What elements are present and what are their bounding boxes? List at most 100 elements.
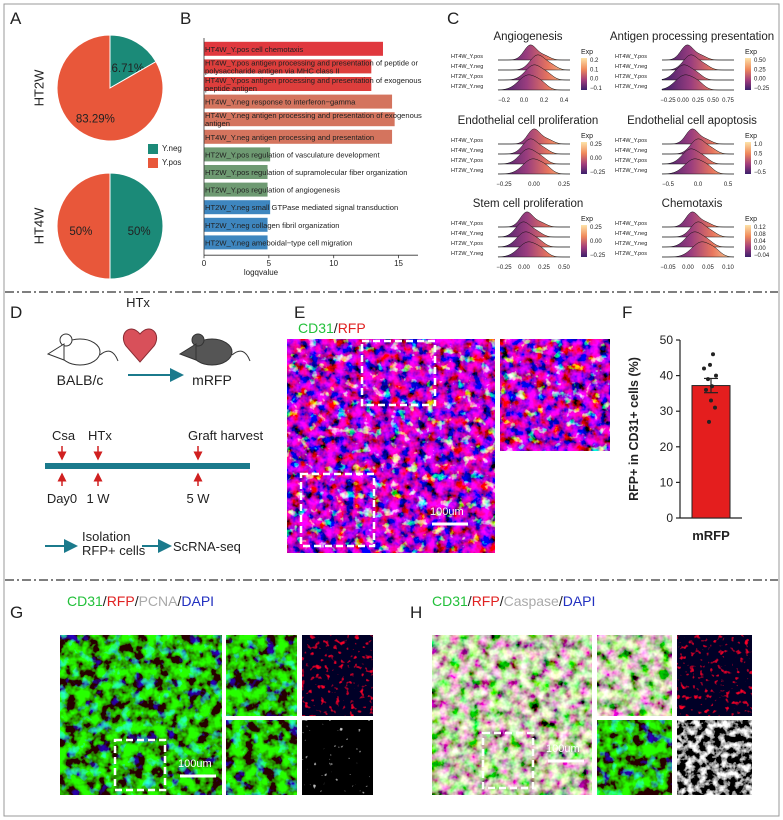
ridge (661, 231, 735, 248)
bar (204, 182, 268, 197)
diagram-text: Csa (52, 428, 76, 443)
roi-box (360, 339, 437, 407)
pie-slice (109, 172, 164, 280)
micrograph-texture (226, 635, 297, 716)
legend-tick-label: −0.25 (590, 170, 606, 176)
legend-tick-label: 0.0 (590, 77, 599, 83)
x-tick-label: −0.25 (496, 265, 512, 271)
micrograph-texture (287, 339, 495, 553)
diagram-text: 5 W (186, 491, 210, 506)
x-tick-label: 0.00 (682, 265, 694, 271)
micrograph-texture (677, 720, 752, 795)
x-tick-label: 0.0 (694, 182, 703, 188)
ridge-row-label: HT4W_Y.neg (451, 231, 483, 237)
legend-title: Exp (745, 133, 757, 140)
x-tick-label: −0.2 (498, 98, 511, 104)
color-bar (745, 58, 751, 90)
scale-label: 100um (430, 506, 464, 518)
ridge (661, 211, 734, 228)
pie-label: 50% (69, 226, 92, 238)
data-point (711, 352, 715, 357)
mouse-head (178, 343, 197, 361)
x-tick-label: 0.2 (540, 98, 549, 104)
micrograph-texture (302, 635, 373, 716)
stain-name: DAPI (563, 593, 596, 609)
panel-label: B (180, 9, 191, 28)
ridge (661, 241, 735, 258)
micrograph-texture (677, 635, 752, 716)
pie-slice (56, 172, 111, 280)
x-tick-label: mRFP (692, 528, 730, 543)
stain-name: RFP (107, 593, 135, 609)
bar (204, 77, 372, 91)
x-tick-label: 10 (329, 259, 338, 268)
bar-label: HT4W_Y.neg antigen processing and presen… (205, 111, 422, 128)
ridge-title: Endothelial cell proliferation (458, 115, 599, 127)
x-tick-label: 0.25 (558, 182, 570, 188)
x-tick-label: 0.0 (520, 98, 529, 104)
bar (204, 112, 395, 127)
panel-label: C (447, 9, 459, 28)
pie-label: 16.71% (105, 63, 144, 75)
ridge-row-label: HT2W_Y.pos (615, 74, 647, 80)
diagram-text: Day0 (47, 491, 77, 506)
diagram-text: mRFP (192, 372, 232, 388)
panel-label: E (294, 303, 305, 322)
x-tick-label: −0.05 (660, 265, 676, 271)
x-tick-label: −0.25 (660, 98, 676, 104)
micrograph-texture (597, 720, 672, 795)
ridge-row-label: HT4W_Y.neg (615, 64, 647, 70)
bar-label: HT2W_Y.neg ameboidal−type cell migration (205, 238, 352, 247)
x-tick-label: 0.10 (722, 265, 734, 271)
micrograph-texture (302, 720, 373, 795)
ridge-title: Angiogenesis (493, 31, 562, 43)
scale-label: 100um (546, 743, 580, 755)
pie-label: 83.29% (76, 113, 115, 125)
y-tick-label: 30 (660, 404, 674, 418)
bar-label: HT4W_Y.neg response to interferon−gamma (205, 98, 356, 107)
heart (122, 328, 158, 363)
stain-name: RFP (338, 320, 366, 336)
stain-name: CD31 (298, 320, 334, 336)
roi-box (299, 472, 376, 548)
stain-title: CD31/RFP/PCNA/DAPI (67, 593, 214, 609)
stain-name: / (177, 593, 181, 609)
ridge-title: Antigen processing presentation (610, 31, 774, 43)
legend-title: Exp (581, 49, 593, 56)
ridge-row-label: HT4W_Y.neg (451, 148, 483, 154)
stain-name: / (135, 593, 139, 609)
ridge-row-label: HT2W_Y.pos (451, 158, 483, 164)
bar-label: HT2W_Y.pos regulation of angiogenesis (205, 186, 340, 195)
ridge-row-label: HT2W_Y.neg (615, 84, 647, 90)
stain-name: Caspase (504, 593, 559, 609)
diagram-text: RFP+ cells (82, 543, 146, 558)
legend-tick-label: 0.25 (590, 225, 602, 231)
bar-label: HT4W_Y.neg antigen processing and presen… (205, 133, 374, 142)
diagram-text: ScRNA-seq (173, 539, 241, 554)
legend-label: Y.neg (162, 144, 182, 153)
bar (204, 217, 268, 232)
bar-label: HT2W_Y.neg collagen fibril organization (205, 221, 340, 230)
x-tick-label: 0.25 (538, 265, 550, 271)
x-tick-label: 5 (267, 259, 272, 268)
ridge-row-label: HT2W_Y.neg (451, 168, 483, 174)
micrograph-texture (226, 720, 297, 795)
ridge (661, 148, 734, 165)
panel-label: G (10, 603, 23, 622)
y-tick-label: 10 (660, 475, 674, 489)
mouse-head (46, 343, 65, 361)
ridge-row-label: HT4W_Y.pos (615, 221, 647, 227)
x-tick-label: −0.5 (662, 182, 675, 188)
y-tick-label: 0 (666, 511, 673, 525)
ridge (497, 74, 571, 91)
x-tick-label: 0.00 (528, 182, 540, 188)
micrograph-texture (500, 339, 610, 451)
data-point (707, 419, 711, 424)
legend-tick-label: −0.5 (754, 170, 767, 176)
legend-tick-label: 0.2 (590, 58, 599, 64)
ridge (497, 221, 570, 238)
stain-name: / (468, 593, 472, 609)
stain-name: CD31 (67, 593, 103, 609)
data-point (714, 373, 718, 378)
